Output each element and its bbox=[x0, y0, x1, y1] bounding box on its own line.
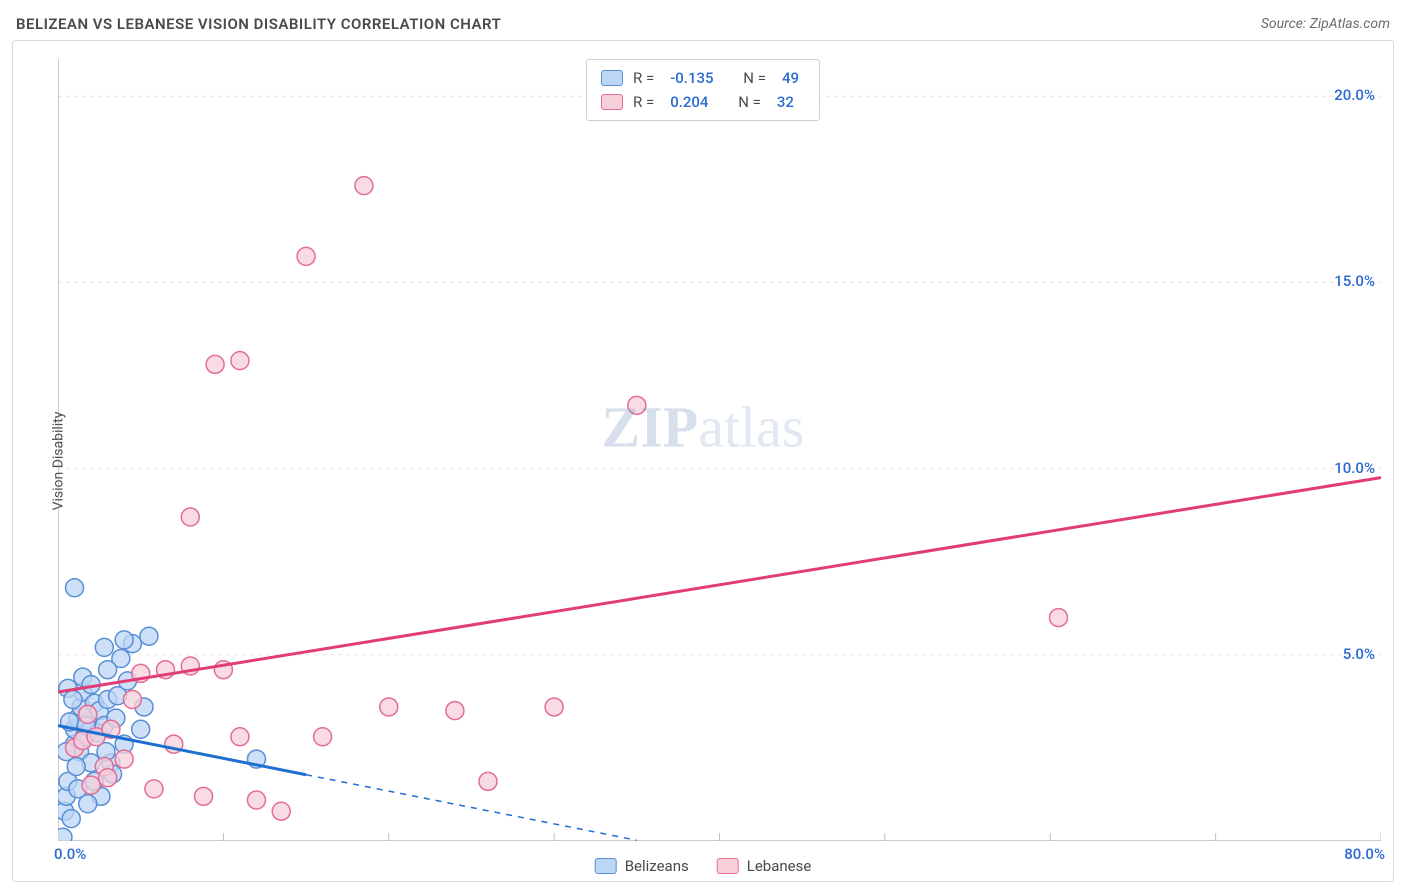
chart-source: Source: ZipAtlas.com bbox=[1261, 16, 1390, 32]
stats-n-label-0: N = bbox=[743, 66, 766, 90]
stats-swatch-1 bbox=[601, 94, 623, 110]
chart-title: BELIZEAN VS LEBANESE VISION DISABILITY C… bbox=[16, 15, 501, 33]
plot-area: 0.0% 80.0% 5.0% 10.0% 15.0% 20.0% bbox=[58, 59, 1381, 841]
stats-n-val-1: 32 bbox=[777, 90, 794, 114]
chart-container: Vision Disability ZIPatlas R = -0.135 N … bbox=[12, 40, 1394, 882]
stats-legend: R = -0.135 N = 49 R = 0.204 N = 32 bbox=[586, 59, 820, 121]
stats-n-val-0: 49 bbox=[782, 66, 799, 90]
stats-r-val-0: -0.135 bbox=[670, 66, 713, 90]
stats-n-label-1: N = bbox=[738, 90, 761, 114]
stats-r-label-0: R = bbox=[633, 66, 654, 90]
stats-row-0: R = -0.135 N = 49 bbox=[601, 66, 805, 90]
y-tick-0: 5.0% bbox=[1343, 645, 1375, 663]
x-tick-max: 80.0% bbox=[1344, 845, 1385, 863]
legend-item-0: Belizeans bbox=[595, 857, 689, 875]
legend-label-1: Lebanese bbox=[747, 857, 812, 875]
legend-swatch-1 bbox=[717, 858, 739, 874]
y-tick-3: 20.0% bbox=[1334, 86, 1375, 104]
stats-row-1: R = 0.204 N = 32 bbox=[601, 90, 805, 114]
legend-item-1: Lebanese bbox=[717, 857, 812, 875]
chart-header: BELIZEAN VS LEBANESE VISION DISABILITY C… bbox=[0, 0, 1406, 40]
stats-swatch-0 bbox=[601, 70, 623, 86]
scatter-svg bbox=[58, 59, 1381, 841]
y-tick-1: 10.0% bbox=[1334, 459, 1375, 477]
legend-label-0: Belizeans bbox=[625, 857, 689, 875]
stats-r-val-1: 0.204 bbox=[670, 90, 708, 114]
bottom-legend: Belizeans Lebanese bbox=[595, 857, 812, 875]
x-tick-min: 0.0% bbox=[54, 845, 86, 863]
legend-swatch-0 bbox=[595, 858, 617, 874]
y-tick-2: 15.0% bbox=[1334, 272, 1375, 290]
stats-r-label-1: R = bbox=[633, 90, 654, 114]
